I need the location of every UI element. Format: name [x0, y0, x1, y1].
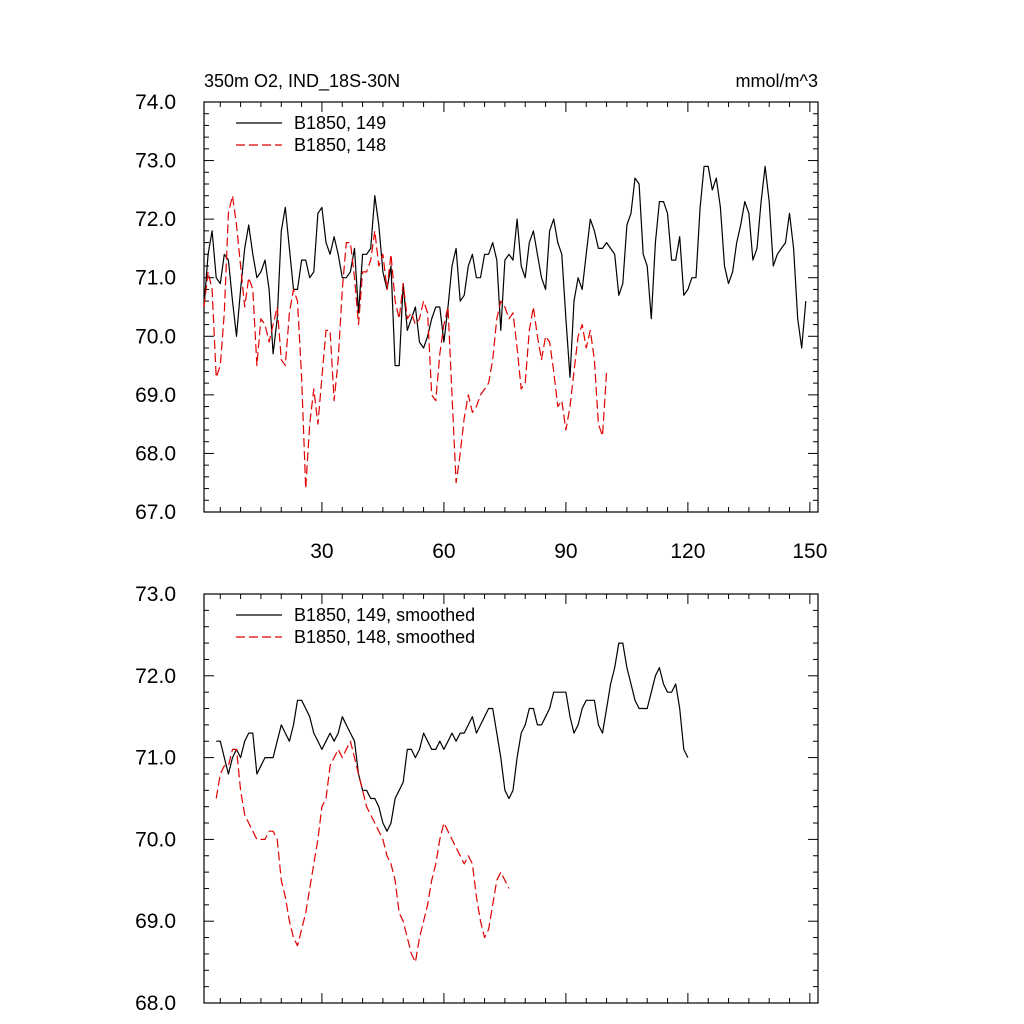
y-tick-label: 73.0	[135, 583, 176, 606]
legend-label-0: B1850, 149, smoothed	[294, 605, 475, 625]
legend-label-1: B1850, 148, smoothed	[294, 627, 475, 647]
units-label: mmol/m^3	[736, 71, 818, 91]
plot-frame	[203, 593, 819, 1004]
y-tick-label: 69.0	[135, 384, 176, 407]
top-panel: 350m O2, IND_18S-30N mmol/m^3 67.0 68.0 69…	[135, 71, 827, 563]
x-tick-label: 150	[792, 540, 827, 563]
series-line-1	[203, 195, 608, 490]
plot-frame	[203, 101, 819, 513]
series-line-1	[215, 740, 510, 963]
y-tick-label: 72.0	[135, 665, 176, 688]
y-tick-label: 72.0	[135, 208, 176, 231]
x-tick-label: 90	[554, 540, 577, 563]
y-tick-label: 74.0	[135, 91, 176, 114]
legend-label-1: B1850, 148	[294, 135, 386, 155]
y-tick-label: 68.0	[135, 442, 176, 465]
series-line-0	[216, 642, 689, 832]
x-tick-label: 120	[670, 540, 705, 563]
y-tick-label: 70.0	[135, 828, 176, 851]
y-tick-label: 71.0	[135, 267, 176, 290]
bottom-panel: 68.0 69.0 70.0 71.0 72.0 73.0 B1850, 149, smoo…	[135, 583, 819, 1015]
y-tick-label: 68.0	[135, 992, 176, 1015]
x-tick-label: 30	[310, 540, 333, 563]
y-tick-label: 67.0	[135, 501, 176, 524]
y-tick-label: 71.0	[135, 747, 176, 770]
series-line-0	[203, 165, 807, 378]
x-tick-label: 60	[432, 540, 455, 563]
legend-label-0: B1850, 149	[294, 113, 386, 133]
y-tick-label: 69.0	[135, 910, 176, 933]
chart-title: 350m O2, IND_18S-30N	[204, 71, 400, 92]
y-tick-label: 73.0	[135, 150, 176, 173]
y-tick-label: 70.0	[135, 325, 176, 348]
